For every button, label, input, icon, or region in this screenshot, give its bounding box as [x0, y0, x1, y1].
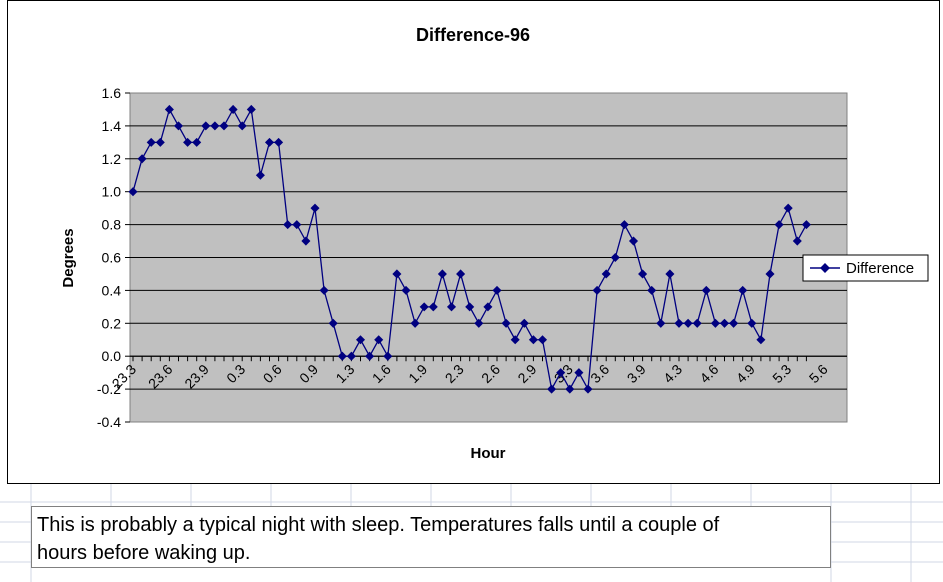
note-textbox[interactable]: This is probably a typical night with sl…	[31, 506, 831, 568]
data-point	[656, 318, 666, 328]
y-tick-label: 0.2	[102, 315, 122, 331]
legend-label: Difference	[846, 260, 914, 277]
chart-title: Difference-96	[416, 25, 530, 45]
data-point	[219, 121, 229, 131]
y-tick-label: 1.4	[102, 118, 122, 134]
data-point	[747, 318, 757, 328]
data-point	[701, 285, 711, 295]
y-tick-label: 0.4	[102, 282, 122, 298]
data-point	[729, 318, 739, 328]
data-point	[228, 104, 238, 114]
y-tick-label: 1.2	[102, 151, 122, 167]
data-point	[547, 384, 557, 394]
data-point	[210, 121, 220, 131]
y-tick-label: -0.2	[97, 381, 121, 397]
legend-marker-icon	[820, 263, 830, 273]
data-point	[674, 318, 684, 328]
data-point	[592, 285, 602, 295]
data-point	[246, 104, 256, 114]
note-line-1: This is probably a typical night with sl…	[37, 514, 720, 536]
y-tick-label: 0.8	[102, 217, 122, 233]
data-point	[574, 368, 584, 378]
data-point	[692, 318, 702, 328]
y-tick-label: 0.0	[102, 348, 122, 364]
y-tick-label: 1.6	[102, 85, 122, 101]
data-point	[647, 285, 657, 295]
data-point	[164, 104, 174, 114]
y-tick-label: 1.0	[102, 184, 122, 200]
data-point	[255, 170, 265, 180]
y-axis-ticks: 1.6 1.4 1.2 1.0 0.8 0.6 0.4 0.2 0.0 -0.2 -0.4	[97, 85, 130, 430]
data-point	[774, 220, 784, 230]
note-line-2: hours before waking up.	[37, 542, 251, 564]
data-point	[719, 318, 730, 328]
y-tick-label: 0.6	[102, 250, 122, 266]
data-point	[738, 285, 748, 295]
data-point	[519, 318, 529, 328]
data-point	[183, 137, 193, 147]
data-point	[128, 187, 138, 197]
data-point	[292, 220, 302, 230]
data-point	[201, 121, 211, 131]
note-text: This is probably a typical night with sl…	[37, 511, 822, 567]
data-point	[173, 121, 184, 131]
y-axis-title: Degrees	[60, 228, 77, 287]
data-point	[710, 318, 720, 328]
x-axis-title: Hour	[471, 445, 506, 462]
y-tick-label: -0.4	[97, 414, 121, 430]
data-point	[237, 121, 247, 131]
data-point	[556, 368, 566, 378]
legend[interactable]: Difference	[802, 254, 929, 282]
data-point	[638, 269, 648, 279]
data-point	[683, 318, 693, 328]
data-point	[301, 236, 311, 246]
